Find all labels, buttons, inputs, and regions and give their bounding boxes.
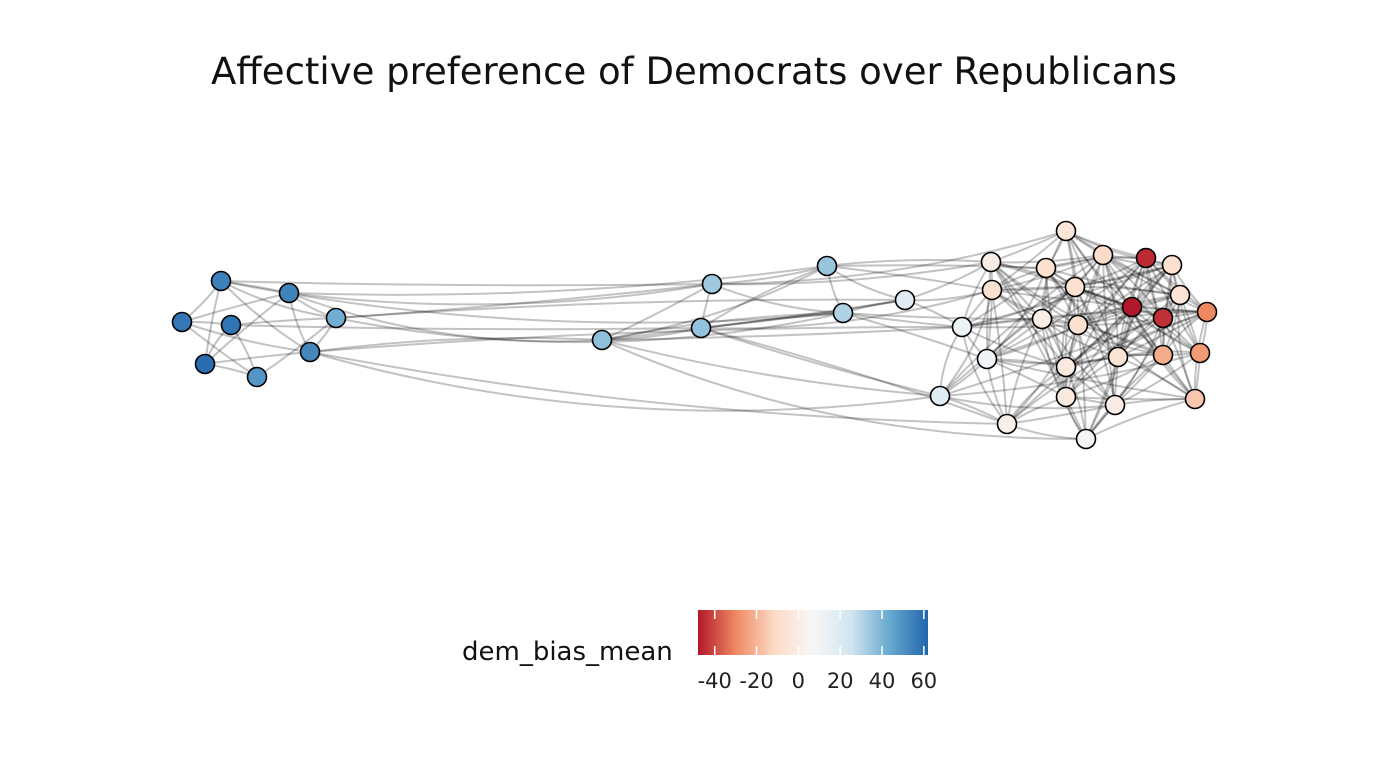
graph-edge bbox=[991, 231, 1066, 262]
graph-node bbox=[1137, 249, 1156, 268]
graph-node bbox=[1057, 358, 1076, 377]
graph-node bbox=[1037, 259, 1056, 278]
graph-node bbox=[1163, 256, 1182, 275]
graph-edge bbox=[205, 352, 310, 364]
graph-node bbox=[173, 313, 192, 332]
node-layer bbox=[173, 222, 1217, 449]
graph-node bbox=[1154, 346, 1173, 365]
graph-node bbox=[998, 415, 1017, 434]
graph-node bbox=[1066, 278, 1085, 297]
graph-node bbox=[703, 275, 722, 294]
graph-node bbox=[1069, 316, 1088, 335]
graph-node bbox=[1171, 286, 1190, 305]
graph-node bbox=[1057, 222, 1076, 241]
colorbar-tick-label: 60 bbox=[910, 669, 937, 693]
graph-edge bbox=[231, 318, 336, 325]
graph-node bbox=[818, 257, 837, 276]
graph-node bbox=[1198, 303, 1217, 322]
colorbar-tick-label: -40 bbox=[698, 669, 732, 693]
colorbar-tick-label: 20 bbox=[827, 669, 854, 693]
graph-node bbox=[896, 291, 915, 310]
colorbar-tick-label: -20 bbox=[739, 669, 773, 693]
graph-node bbox=[953, 318, 972, 337]
graph-node bbox=[1077, 430, 1096, 449]
colorbar-legend: -40 -20 0 20 40 60 bbox=[698, 610, 938, 693]
graph-edge bbox=[221, 281, 336, 318]
graph-node bbox=[1154, 309, 1173, 328]
graph-node bbox=[212, 272, 231, 291]
graph-node bbox=[248, 368, 267, 387]
graph-node bbox=[1186, 390, 1205, 409]
graph-node bbox=[1106, 396, 1125, 415]
graph-node bbox=[1094, 246, 1113, 265]
colorbar-gradient bbox=[698, 610, 928, 655]
graph-node bbox=[280, 284, 299, 303]
graph-edge bbox=[602, 340, 940, 396]
graph-node bbox=[834, 304, 853, 323]
graph-node bbox=[301, 343, 320, 362]
graph-node bbox=[1057, 388, 1076, 407]
graph-node bbox=[1109, 348, 1128, 367]
colorbar-tick-label: 0 bbox=[792, 669, 805, 693]
graph-node bbox=[1191, 344, 1210, 363]
graph-node bbox=[196, 355, 215, 374]
graph-edge bbox=[310, 338, 602, 352]
colorbar-tick-label: 40 bbox=[869, 669, 896, 693]
graph-node bbox=[1123, 298, 1142, 317]
graph-node bbox=[983, 281, 1002, 300]
graph-node bbox=[593, 331, 612, 350]
graph-node bbox=[327, 309, 346, 328]
graph-node bbox=[222, 316, 241, 335]
graph-node bbox=[982, 253, 1001, 272]
graph-node bbox=[1033, 310, 1052, 329]
graph-node bbox=[978, 350, 997, 369]
legend-title: dem_bias_mean bbox=[462, 637, 673, 667]
graph-node bbox=[692, 319, 711, 338]
graph-node bbox=[931, 387, 950, 406]
graph-edge bbox=[310, 352, 940, 411]
graph-edge bbox=[827, 266, 992, 290]
